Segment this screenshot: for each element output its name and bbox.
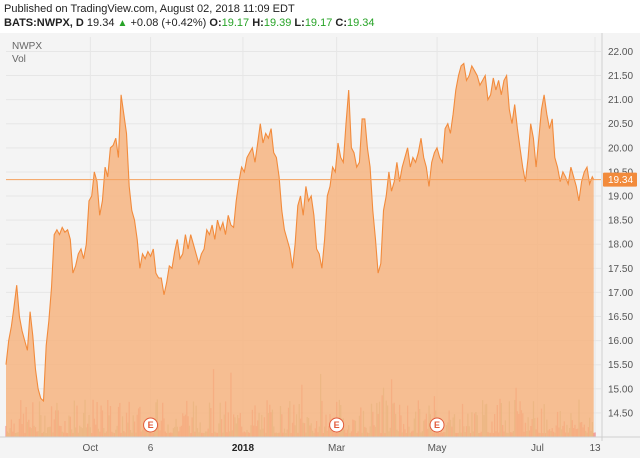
earnings-marker-label: E [434,420,440,430]
y-tick-label: 17.00 [608,288,633,299]
earnings-marker-label: E [148,420,154,430]
y-tick-label: 20.50 [608,119,633,130]
legend-symbol: NWPX [12,41,42,52]
y-tick-label: 16.50 [608,312,633,323]
quote-line: BATS:NWPX, D 19.34 ▲ +0.08 (+0.42%) O:19… [4,17,634,29]
price-chart[interactable]: 22.0021.5021.0020.5020.0019.5019.0018.50… [0,33,640,458]
high-label: H: [252,17,264,29]
current-price-tag-label: 19.34 [608,175,633,186]
open-label: O: [209,17,222,29]
price-area [6,63,594,437]
x-tick-label: May [428,443,447,454]
low-value: 19.17 [304,17,333,29]
earnings-marker[interactable] [329,417,345,433]
y-tick-label: 18.50 [608,216,633,227]
y-tick-label: 18.00 [608,240,633,251]
low-label: L: [294,17,305,29]
y-tick-label: 15.00 [608,384,633,395]
volume-bar [593,432,595,437]
high-value: 19.39 [263,17,292,29]
chart-area[interactable]: 22.0021.5021.0020.5020.0019.5019.0018.50… [0,33,640,458]
volume-bar [594,432,596,437]
price-line [5,62,595,403]
symbol-label: BATS:NWPX, D [4,17,84,29]
y-tick-label: 19.00 [608,192,633,203]
y-tick-label: 17.50 [608,264,633,275]
y-tick-label: 14.50 [608,408,633,419]
y-tick-label: 16.00 [608,336,633,347]
last-price: 19.34 [86,17,115,29]
current-price-tag [603,172,637,187]
published-line: Published on TradingView.com, August 02,… [4,3,634,15]
x-tick-label: 13 [589,443,601,454]
y-tick-label: 22.00 [608,47,633,58]
y-tick-label: 20.00 [608,143,633,154]
y-tick-label: 21.50 [608,71,633,82]
x-tick-label: Oct [83,443,99,454]
up-triangle-icon: ▲ [117,18,128,29]
close-value: 19.34 [347,17,375,29]
legend-volume: Vol [12,54,26,65]
price-change: +0.08 (+0.42%) [130,17,207,29]
published-text: Published on TradingView.com, August 02,… [4,3,295,15]
x-tick-label: Jul [531,443,544,454]
close-label: C: [335,17,348,29]
x-tick-label: 6 [148,443,154,454]
open-value: 19.17 [221,17,250,29]
x-tick-label: 2018 [232,443,255,454]
earnings-marker[interactable] [143,417,159,433]
earnings-marker-label: E [334,420,340,430]
y-tick-label: 15.50 [608,360,633,371]
earnings-marker[interactable] [429,417,445,433]
y-tick-label: 21.00 [608,95,633,106]
x-tick-label: Mar [328,443,346,454]
